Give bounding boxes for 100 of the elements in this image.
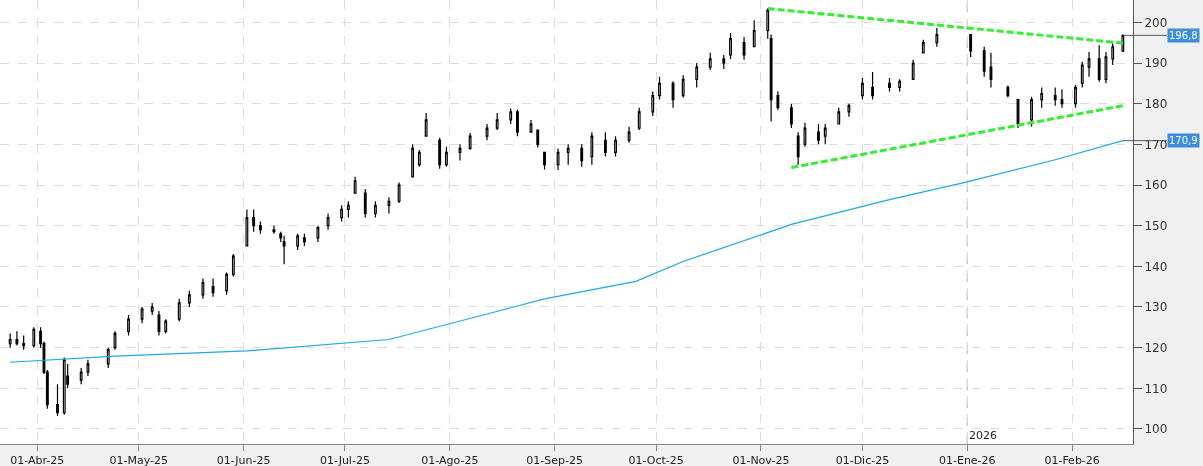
candlestick [566,143,570,166]
x-tick-label: 01-Oct-25 [628,454,684,466]
candlestick [8,332,12,349]
candlestick [708,52,712,71]
x-tick-label: 01-Ago-25 [421,454,479,466]
candlestick [346,200,350,219]
candlestick [1111,42,1115,66]
y-tick-label: 190 [1144,56,1168,71]
candlestick [1030,96,1033,128]
y-tick-label: 120 [1144,340,1168,355]
x-tick-label: 01-Dic-25 [835,454,890,466]
y-tick-label: 140 [1144,259,1168,274]
candlestick [373,200,377,219]
candlestick [106,347,110,369]
x-tick-label: 01-Sep-25 [526,454,583,466]
candlestick [871,71,875,101]
candlestick [888,77,891,93]
candlestick [272,225,276,235]
candlestick [86,359,90,377]
candlestick [211,277,215,298]
candlestick [729,32,732,60]
candlestick [590,131,594,166]
candlestick [614,135,617,158]
line-series [9,140,1124,363]
candlestick [140,306,144,324]
candlestick [911,59,915,81]
y-tick-label: 100 [1144,422,1168,437]
candlestick [32,326,36,349]
candlestick [796,131,800,166]
candlestick [935,27,939,48]
annotation: 170,9 [1169,135,1198,146]
y-tick-label: 180 [1144,96,1168,111]
candlestick [803,122,807,148]
candlestick [695,62,699,89]
candlestick [387,196,391,215]
candlestick [536,129,540,149]
candlestick [468,132,472,151]
candlestick [969,33,973,58]
candlestick [258,220,262,235]
candlestick [982,46,986,78]
candlestick [458,143,462,162]
y-tick-label: 150 [1144,218,1168,233]
candlestick [79,367,83,385]
candlestick [651,90,655,117]
ref-line-label: 2026 [969,429,997,442]
candlestick [177,298,181,322]
candlestick [752,19,756,48]
candlestick [438,137,442,170]
candlestick [302,233,306,247]
candlestick [580,143,584,168]
candlestick [861,77,864,101]
candlestick [245,208,249,247]
candlestick [56,383,59,417]
candlestick [1053,86,1057,107]
candlestick [157,310,161,337]
x-tick-label: 01-May-25 [109,454,168,466]
candlestick [445,146,448,168]
x-tick-label: 01-Jul-25 [320,454,370,466]
candlestick [847,103,851,118]
candlestick [529,119,533,133]
candlestick [1087,51,1091,78]
candlestick [776,90,780,111]
candlestick [637,107,641,131]
candlestick [1097,44,1101,83]
candlestick [231,253,235,278]
x-tick-label: 01-Ene-26 [938,454,996,466]
candlestick [1080,61,1084,89]
y-tick-label: 170 [1144,137,1168,152]
candlestick [326,212,330,231]
candlestick [22,334,26,351]
candlestick [340,204,344,223]
candlestick [837,107,841,125]
annotation: 196,8 [1169,30,1198,41]
candlestick [603,131,607,158]
candlestick [658,76,661,101]
candlestick [671,80,675,109]
candlestick [62,356,66,416]
candlestick [1006,84,1010,98]
candlestick [742,36,746,61]
y-tick-label: 130 [1144,300,1168,315]
candlestick [823,123,827,145]
candlestick [296,233,300,251]
x-tick-label: 01-Nov-25 [732,454,790,466]
y-tick-label: 110 [1144,381,1168,396]
candlestick [201,277,205,300]
candlestick [282,235,286,265]
candlestick [15,330,19,347]
candlestick [817,123,820,145]
candlestick [252,208,256,233]
candlestick [509,107,513,125]
candlestick [681,74,685,99]
candlestick [417,149,421,168]
candlestick [556,147,560,171]
candlestick [127,314,130,337]
candlestick [1104,51,1108,84]
candlestick [516,109,519,137]
x-tick-label: 01-Abr-25 [10,454,65,466]
candlestick [766,7,770,40]
candlestick [187,290,191,308]
candlestick [397,181,401,204]
